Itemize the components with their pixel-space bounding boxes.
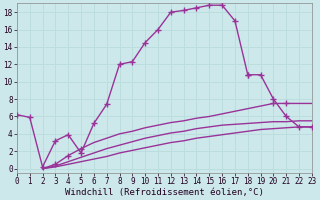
X-axis label: Windchill (Refroidissement éolien,°C): Windchill (Refroidissement éolien,°C) <box>65 188 264 197</box>
